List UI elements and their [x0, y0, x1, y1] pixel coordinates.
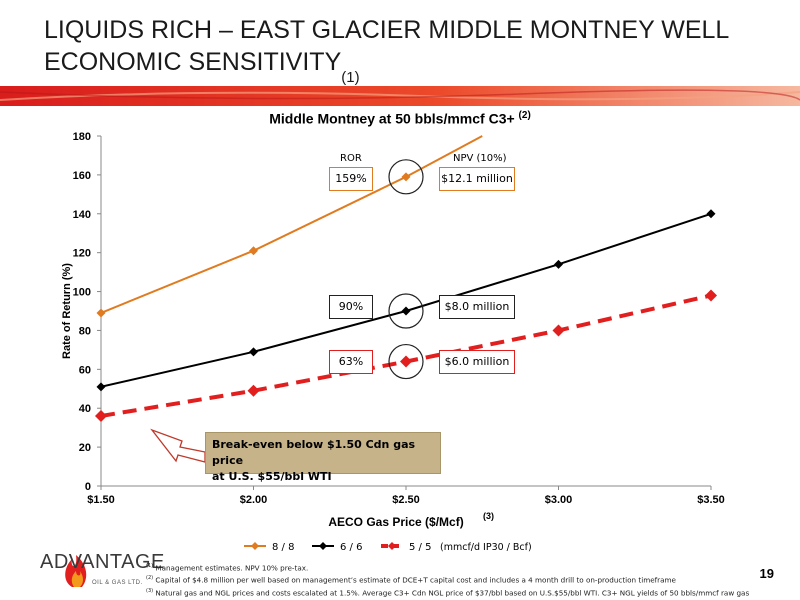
footnote-2-text: Capital of $4.8 million per well based o…	[155, 575, 676, 585]
ror-callout-8-8: 159%	[329, 167, 373, 191]
highlight-circle-2	[388, 343, 424, 380]
npv-callout-6-6: $8.0 million	[439, 295, 515, 319]
legend-marker-2	[388, 542, 396, 550]
data-point	[96, 382, 106, 392]
y-tick-label: 180	[73, 131, 91, 143]
title-band	[0, 86, 800, 106]
footnote-1-mark: (1)	[146, 563, 154, 569]
npv-callout-8-8: $12.1 million	[439, 167, 515, 191]
y-tick-label: 80	[79, 325, 91, 337]
slide-title-note: (1)	[341, 69, 360, 86]
legend-label-2: 5 / 5	[409, 542, 431, 553]
footnote-3-mark: (3)	[146, 587, 154, 594]
ror-header: ROR	[340, 153, 362, 164]
footnote-1: (1) Management estimates. NPV 10% pre-ta…	[146, 561, 756, 573]
data-point	[401, 306, 411, 316]
y-tick-label: 160	[73, 170, 91, 182]
y-tick-label: 20	[79, 442, 91, 454]
x-tick-label: $2.00	[240, 494, 268, 506]
flame-logo-icon	[65, 555, 87, 587]
y-tick-label: 120	[73, 248, 91, 260]
data-point	[705, 289, 717, 302]
legend-suffix: (mmcf/d IP30 / Bcf)	[440, 542, 532, 553]
chart-title-note: (2)	[518, 110, 531, 121]
y-axis-label: Rate of Return (%)	[61, 263, 73, 359]
data-point	[400, 355, 412, 368]
npv-callout-5-5: $6.0 million	[439, 350, 515, 374]
legend-marker-0	[251, 542, 259, 550]
series-line-0	[101, 135, 483, 314]
highlight-circle-1	[388, 293, 424, 329]
data-point	[706, 209, 716, 219]
chart-title-text: Middle Montney at 50 bbls/mmcf C3+	[269, 110, 515, 127]
y-tick-label: 140	[73, 209, 91, 221]
data-point	[249, 246, 258, 256]
chart-title: Middle Montney at 50 bbls/mmcf C3+ (2)	[0, 110, 800, 127]
data-point	[247, 384, 260, 397]
y-tick-label: 40	[79, 403, 91, 415]
slide-title: LIQUIDS RICH – EAST GLACIER MIDDLE MONTN…	[44, 14, 774, 86]
y-tick-label: 100	[73, 287, 91, 299]
x-axis-label: AECO Gas Price ($/Mcf)	[328, 515, 463, 529]
logo-sub: OIL & GAS LTD.	[92, 580, 143, 586]
data-point	[554, 259, 563, 269]
ror-callout-5-5: 63%	[329, 350, 373, 374]
x-tick-label: $3.00	[545, 494, 573, 506]
x-axis-label-note: (3)	[483, 511, 494, 521]
footnote-2-mark: (2)	[146, 575, 154, 582]
logo-name: ADVANTAGE	[40, 551, 165, 573]
data-point	[96, 308, 106, 318]
data-point	[401, 172, 411, 182]
breakeven-line-1: Break-even below $1.50 Cdn gas price	[212, 438, 416, 467]
chart: 0 20 40 60 80 100 120 140 160 180 $1.50 $2.00 $2.50 $…	[61, 131, 725, 553]
breakeven-line-2: at U.S. $55/bbl WTI	[212, 470, 332, 483]
slide-title-text: LIQUIDS RICH – EAST GLACIER MIDDLE MONTN…	[44, 16, 729, 76]
footnote-3-text: Natural gas and NGL prices and costs esc…	[155, 588, 750, 598]
breakeven-arrow-icon	[150, 428, 206, 463]
legend-label-1: 6 / 6	[340, 542, 362, 553]
ror-callout-6-6: 90%	[329, 295, 373, 319]
x-tick-label: $2.50	[392, 494, 420, 506]
footnote-3: (3) Natural gas and NGL prices and costs…	[146, 586, 756, 598]
data-point	[552, 324, 565, 337]
y-tick-label: 60	[79, 364, 91, 376]
x-tick-label: $3.50	[697, 494, 725, 506]
data-point	[95, 410, 107, 422]
legend-marker-1	[319, 542, 327, 550]
page-number: 19	[759, 566, 774, 581]
footnotes: (1) Management estimates. NPV 10% pre-ta…	[146, 561, 756, 598]
footnote-1-text: Management estimates. NPV 10% pre-tax.	[155, 563, 309, 573]
highlight-circle-0	[388, 159, 424, 195]
y-tick-label: 0	[85, 481, 91, 493]
x-tick-label: $1.50	[87, 494, 115, 506]
footnote-2: (2) Capital of $4.8 million per well bas…	[146, 573, 756, 585]
breakeven-callout: Break-even below $1.50 Cdn gas price at …	[205, 432, 441, 483]
npv-header: NPV (10%)	[453, 153, 507, 164]
data-point	[249, 347, 258, 357]
legend-label-0: 8 / 8	[272, 542, 294, 553]
